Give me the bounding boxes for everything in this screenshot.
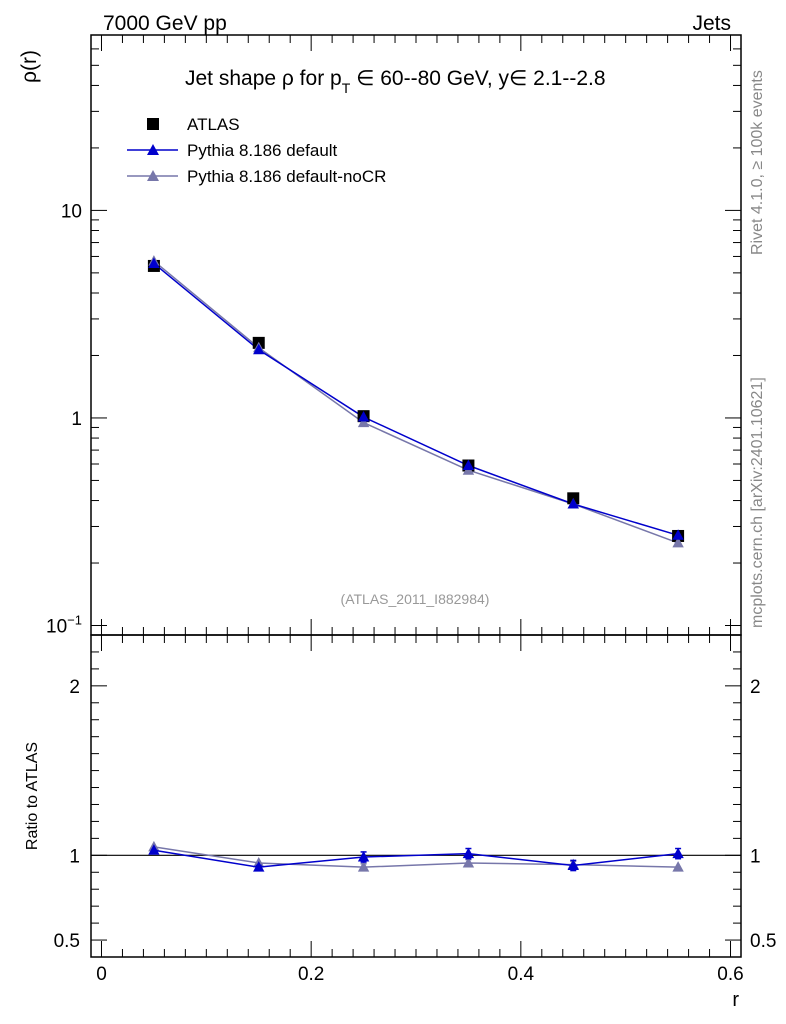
xtick-label: 0.4 bbox=[508, 964, 535, 985]
main-ytick-label: 10 bbox=[61, 201, 82, 222]
ratio-axis-ticks: 0.5 0.5 1 1 2 2 0 0.2 0.4 0.6 bbox=[54, 634, 776, 985]
ratio-point-nocr bbox=[357, 861, 370, 872]
main-axis-ticks: 10−1 1 10 bbox=[46, 34, 741, 638]
ratio-point-nocr bbox=[462, 856, 475, 868]
ratio-ytick-label-left: 1 bbox=[69, 846, 80, 867]
legend-label-nocr: Pythia 8.186 default-noCR bbox=[187, 167, 386, 186]
ratio-ytick-label-left: 0.5 bbox=[54, 931, 80, 952]
data-point-default bbox=[567, 497, 579, 509]
legend-marker-atlas bbox=[147, 118, 159, 130]
ratio-series bbox=[91, 840, 741, 872]
ratio-ytick-label-right: 2 bbox=[750, 677, 761, 698]
legend-marker-default bbox=[147, 144, 159, 155]
ratio-point-default bbox=[462, 847, 475, 859]
ratio-point-default bbox=[148, 844, 160, 855]
legend-label-atlas: ATLAS bbox=[187, 115, 240, 134]
ratio-ytick-label-right: 1 bbox=[750, 846, 761, 867]
header-left: 7000 GeV pp bbox=[103, 12, 227, 35]
ratio-point-default bbox=[567, 859, 579, 870]
ratio-point-nocr bbox=[672, 861, 684, 872]
xlabel: r bbox=[732, 989, 739, 1011]
ratio-plot-frame bbox=[90, 634, 742, 958]
legend-marker-nocr bbox=[147, 170, 159, 181]
header-right: Jets bbox=[692, 12, 731, 35]
ratio-point-default bbox=[672, 847, 684, 859]
watermark: (ATLAS_2011_I882984) bbox=[341, 591, 490, 607]
main-ytick-label: 1 bbox=[71, 409, 82, 430]
ratio-point-default bbox=[253, 861, 265, 872]
main-ylabel: ρ(r) bbox=[18, 50, 41, 83]
ratio-ytick-label-left: 2 bbox=[69, 677, 80, 698]
rivet-label: Rivet 4.1.0, ≥ 100k events bbox=[749, 70, 766, 255]
xtick-label: 0.2 bbox=[298, 964, 324, 985]
xtick-label: 0 bbox=[96, 964, 107, 985]
legend-label-default: Pythia 8.186 default bbox=[187, 141, 338, 160]
ratio-ylabel: Ratio to ATLAS bbox=[24, 742, 41, 850]
data-point-nocr bbox=[672, 536, 684, 548]
ratio-ytick-label-right: 0.5 bbox=[750, 931, 776, 952]
mcplots-label: mcplots.cern.ch [arXiv:2401.10621] bbox=[749, 377, 766, 628]
data-point-default bbox=[253, 343, 265, 355]
data-point-default bbox=[148, 257, 160, 268]
legend: ATLAS Pythia 8.186 default Pythia 8.186 … bbox=[127, 115, 386, 186]
main-title: Jet shape ρ for pT ∈ 60--80 GeV, y∈ 2.1-… bbox=[185, 67, 606, 96]
data-point-default bbox=[462, 459, 475, 471]
xtick-label: 0.6 bbox=[717, 964, 743, 985]
main-ytick-label: 10−1 bbox=[46, 613, 82, 638]
ratio-point-default bbox=[357, 851, 370, 862]
series-line-nocr bbox=[153, 260, 679, 544]
ratio-line-nocr bbox=[153, 846, 679, 868]
ratio-line-default bbox=[153, 849, 679, 868]
main-series bbox=[147, 255, 685, 548]
data-point-default bbox=[672, 529, 684, 540]
series-line-default bbox=[153, 262, 679, 537]
data-point-default bbox=[357, 411, 370, 422]
data-point-nocr bbox=[357, 416, 370, 428]
